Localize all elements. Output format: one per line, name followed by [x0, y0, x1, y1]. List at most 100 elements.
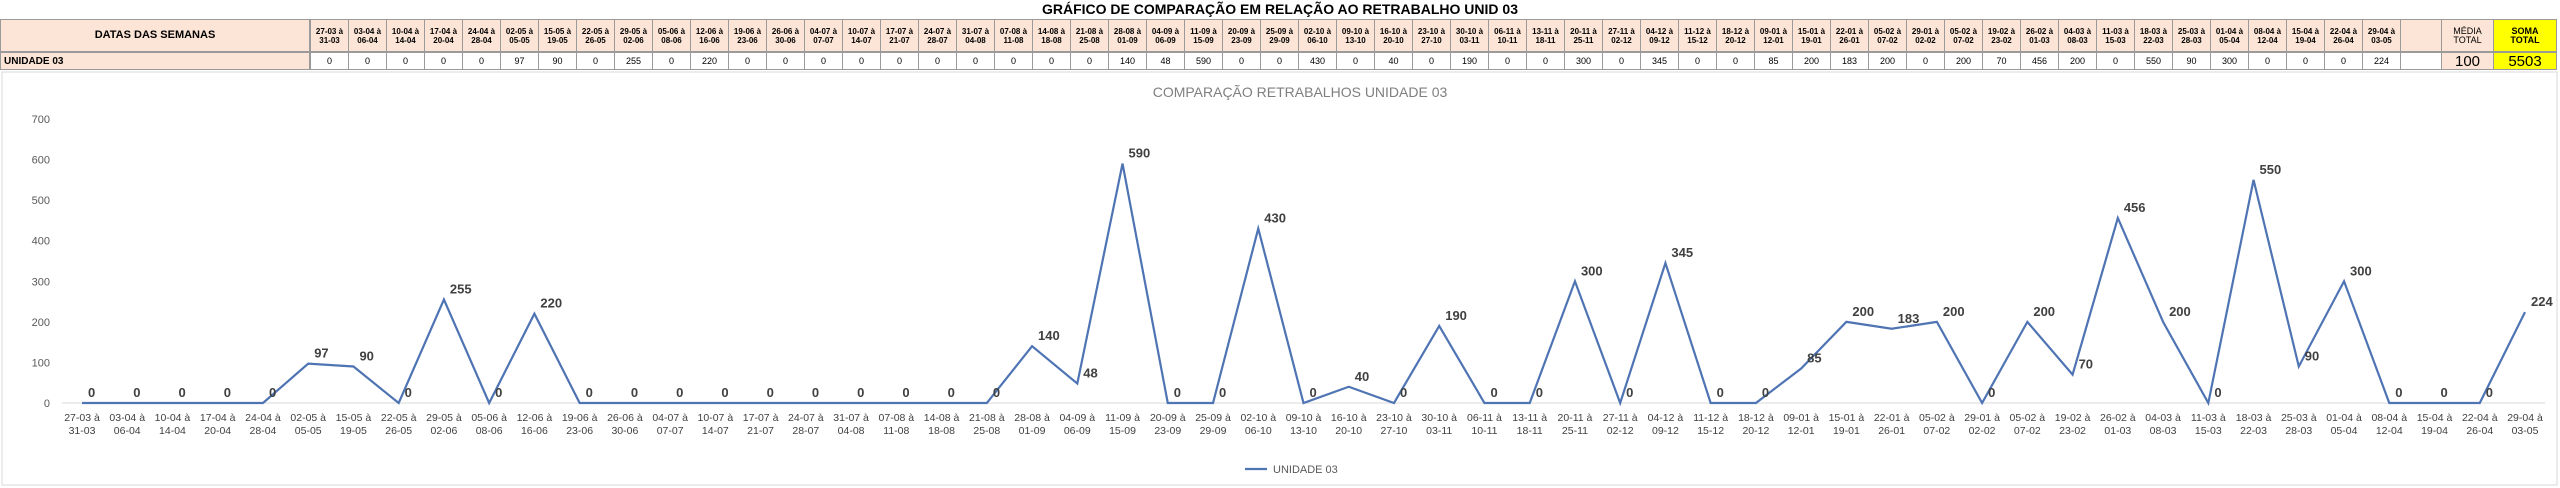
x-tick-label: 10-04 à 14-04 — [154, 412, 191, 437]
data-label: 550 — [2260, 162, 2282, 177]
data-label: 0 — [133, 385, 140, 400]
data-label: 0 — [948, 385, 955, 400]
week-header: 15-05 à 19-05 — [538, 19, 577, 52]
week-value: 0 — [1336, 52, 1375, 70]
data-label: 345 — [1671, 245, 1693, 260]
data-label: 0 — [586, 385, 593, 400]
week-header: 30-10 à 03-11 — [1450, 19, 1489, 52]
x-tick-label: 13-11 à 18-11 — [1512, 412, 1548, 437]
x-tick-label: 10-07 à 14-07 — [697, 412, 734, 437]
week-header: 13-11 à 18-11 — [1526, 19, 1565, 52]
data-label: 0 — [993, 385, 1000, 400]
week-header: 11-09 à 15-09 — [1184, 19, 1223, 52]
week-value: 190 — [1450, 52, 1489, 70]
week-value: 70 — [1982, 52, 2021, 70]
data-label: 200 — [2169, 304, 2191, 319]
x-tick-label: 26-06 à 30-06 — [607, 412, 643, 437]
data-label: 0 — [1219, 385, 1226, 400]
week-header: 18-03 à 22-03 — [2134, 19, 2173, 52]
x-tick-label: 29-04 à 03-05 — [2507, 412, 2543, 437]
data-label: 0 — [1400, 385, 1407, 400]
y-tick-label: 500 — [32, 195, 50, 207]
week-value: 0 — [652, 52, 691, 70]
x-tick-label: 12-06 à 16-06 — [516, 412, 553, 437]
week-header: 10-07 à 14-07 — [842, 19, 881, 52]
week-header: 07-08 à 11-08 — [994, 19, 1033, 52]
x-tick-label: 29-05 à 02-06 — [426, 412, 462, 437]
x-tick-label: 25-03 à 28-03 — [2280, 412, 2317, 437]
row-label: UNIDADE 03 — [0, 52, 310, 70]
week-value: 430 — [1298, 52, 1337, 70]
week-value: 0 — [576, 52, 615, 70]
data-label: 200 — [2033, 304, 2055, 319]
x-tick-label: 19-06 à 23-06 — [561, 412, 598, 437]
x-tick-label: 05-02 à 07-02 — [1919, 412, 1955, 437]
week-header: 05-06 à 08-06 — [652, 19, 691, 52]
week-header: 21-08 à 25-08 — [1070, 19, 1109, 52]
total-label: SOMA TOTAL — [2493, 19, 2557, 52]
week-header: 04-12 à 09-12 — [1640, 19, 1679, 52]
week-header: 27-11 à 02-12 — [1602, 19, 1641, 52]
data-label: 97 — [314, 346, 328, 361]
x-tick-label: 18-12 à 20-12 — [1738, 412, 1774, 437]
data-label: 0 — [2441, 385, 2448, 400]
x-tick-label: 29-01 à 02-02 — [1964, 412, 2000, 437]
x-tick-label: 11-09 à 15-09 — [1105, 412, 1140, 437]
week-value: 300 — [2210, 52, 2249, 70]
data-label: 0 — [1490, 385, 1497, 400]
x-tick-label: 31-07 à 04-08 — [833, 412, 869, 437]
week-value: 224 — [2362, 52, 2401, 70]
data-label: 0 — [1626, 385, 1633, 400]
data-label: 0 — [1762, 385, 1769, 400]
week-header: 16-10 à 20-10 — [1374, 19, 1413, 52]
x-tick-label: 11-03 à 15-03 — [2190, 412, 2226, 437]
week-header: 12-06 à 16-06 — [690, 19, 729, 52]
week-value: 0 — [1906, 52, 1945, 70]
week-value: 0 — [310, 52, 349, 70]
data-label: 140 — [1038, 328, 1060, 343]
week-header: 14-08 à 18-08 — [1032, 19, 1071, 52]
chart-frame — [1, 71, 2558, 486]
week-value: 0 — [1032, 52, 1071, 70]
data-label: 0 — [902, 385, 909, 400]
week-header: 10-04 à 14-04 — [386, 19, 425, 52]
x-tick-label: 22-01 à 26-01 — [1873, 412, 1910, 437]
week-header: 25-03 à 28-03 — [2172, 19, 2211, 52]
data-label: 0 — [495, 385, 502, 400]
data-label: 0 — [178, 385, 185, 400]
week-value: 85 — [1754, 52, 1793, 70]
week-header: 02-10 à 06-10 — [1298, 19, 1337, 52]
week-header: 08-04 à 12-04 — [2248, 19, 2287, 52]
data-label: 220 — [540, 296, 562, 311]
data-label: 0 — [2214, 385, 2221, 400]
data-label: 0 — [812, 385, 819, 400]
week-value: 0 — [386, 52, 425, 70]
y-tick-label: 100 — [32, 357, 50, 369]
week-header: 26-02 à 01-03 — [2020, 19, 2059, 52]
week-value: 0 — [728, 52, 767, 70]
week-value: 255 — [614, 52, 653, 70]
week-value: 0 — [2286, 52, 2325, 70]
x-tick-label: 24-04 à 28-04 — [245, 412, 281, 437]
week-header: 23-10 à 27-10 — [1412, 19, 1451, 52]
week-header: 28-08 à 01-09 — [1108, 19, 1147, 52]
week-value: 456 — [2020, 52, 2059, 70]
data-label: 0 — [1310, 385, 1317, 400]
week-value: 0 — [1526, 52, 1565, 70]
week-header: 17-07 à 21-07 — [880, 19, 919, 52]
week-value: 0 — [1716, 52, 1755, 70]
x-tick-label: 07-08 à 11-08 — [878, 412, 915, 437]
week-value: 200 — [1792, 52, 1831, 70]
data-label: 190 — [1445, 308, 1467, 323]
week-value: 0 — [1070, 52, 1109, 70]
x-tick-label: 16-10 à 20-10 — [1330, 412, 1367, 437]
week-value: 200 — [1868, 52, 1907, 70]
data-label: 0 — [2486, 385, 2493, 400]
week-value: 0 — [842, 52, 881, 70]
data-label: 0 — [1536, 385, 1543, 400]
week-value: 0 — [1412, 52, 1451, 70]
data-label: 200 — [1943, 304, 1965, 319]
x-tick-label: 26-02 à 01-03 — [2100, 412, 2136, 437]
x-tick-label: 15-01 à 19-01 — [1828, 412, 1865, 437]
